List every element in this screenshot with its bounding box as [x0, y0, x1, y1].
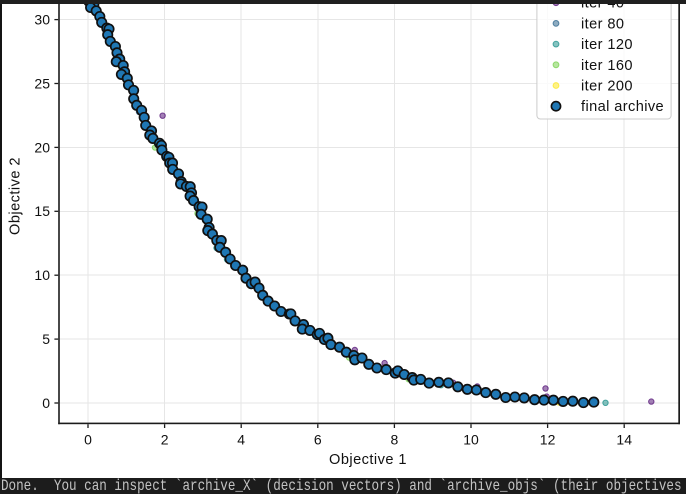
svg-text:2: 2	[161, 432, 169, 448]
svg-text:iter 200: iter 200	[581, 79, 633, 95]
svg-text:iter 40: iter 40	[581, 0, 624, 12]
svg-text:8: 8	[391, 432, 399, 448]
svg-text:5: 5	[42, 331, 50, 347]
svg-text:10: 10	[463, 432, 479, 448]
svg-text:iter 80: iter 80	[581, 16, 624, 32]
svg-text:20: 20	[34, 139, 50, 155]
svg-text:15: 15	[34, 203, 50, 219]
svg-text:final archive: final archive	[581, 99, 664, 115]
svg-text:iter 160: iter 160	[581, 58, 633, 74]
svg-text:Objective 1: Objective 1	[329, 452, 407, 468]
svg-text:Objective 2: Objective 2	[8, 157, 24, 235]
svg-text:6: 6	[314, 432, 322, 448]
svg-text:25: 25	[34, 75, 50, 91]
svg-text:0: 0	[84, 432, 92, 448]
svg-text:iter 120: iter 120	[581, 37, 633, 53]
svg-text:14: 14	[616, 432, 632, 448]
svg-text:4: 4	[237, 432, 245, 448]
svg-text:10: 10	[34, 267, 50, 283]
svg-text:0: 0	[42, 395, 50, 411]
svg-text:30: 30	[34, 12, 50, 28]
svg-text:12: 12	[540, 432, 556, 448]
